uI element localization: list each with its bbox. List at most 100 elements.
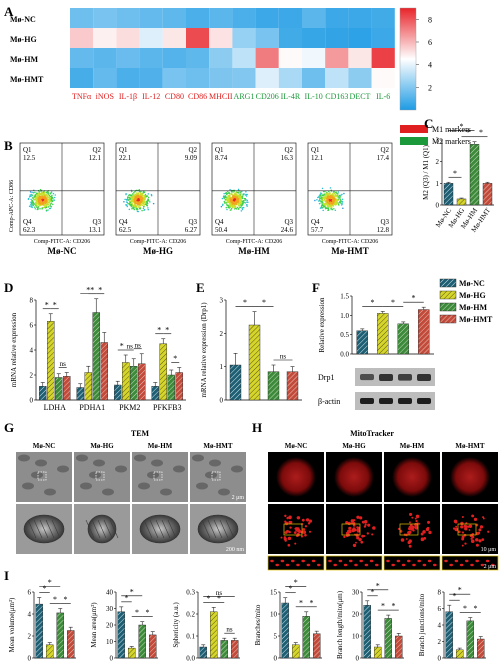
flow-event [338, 197, 340, 199]
flow-event [133, 199, 136, 202]
flow-event [37, 206, 40, 208]
flow-event [329, 205, 332, 208]
q2-value: 12.1 [89, 154, 102, 162]
flow-event [130, 205, 133, 208]
mito-punctum [295, 528, 299, 532]
bar [220, 640, 228, 659]
flow-event [340, 194, 342, 197]
flow-event [323, 197, 325, 199]
cristae [149, 519, 159, 539]
heatmap-cell [70, 28, 94, 48]
mito-punctum [359, 516, 363, 520]
colorbar-tick-label: 2 [428, 83, 432, 92]
flow-event [43, 193, 46, 196]
mito-punctum [415, 514, 420, 519]
heatmap-cell [93, 68, 117, 88]
q4-value: 62.5 [119, 226, 132, 234]
blot-label-actin: β-actin [318, 397, 340, 406]
flow-event [132, 193, 135, 195]
flow-event [229, 198, 231, 200]
flow-event [132, 207, 135, 210]
flow-event [227, 201, 229, 204]
heatmap-cell [93, 8, 117, 28]
flow-event [225, 202, 228, 204]
mito-fragment [338, 559, 343, 563]
flow-event [50, 191, 53, 193]
flow-event [130, 202, 132, 204]
flow-event [42, 194, 44, 196]
flow-event [129, 198, 131, 201]
tem-texture [80, 482, 92, 490]
q1-label: Q1 [119, 146, 128, 154]
heatmap-cell [371, 48, 395, 68]
mito-punctum [363, 519, 368, 524]
mito-punctum [287, 536, 292, 541]
q3-label: Q3 [380, 218, 389, 226]
sig-label: * [391, 298, 395, 307]
sig-label: * [53, 300, 57, 309]
flow-event [332, 204, 334, 207]
flow-event [39, 208, 41, 210]
mito-fragment [311, 559, 316, 563]
y-tick-label: 8 [30, 297, 34, 305]
flow-event [42, 201, 44, 203]
flow-event [128, 194, 130, 196]
flow-event [126, 198, 128, 201]
flow-event [137, 198, 140, 200]
sig-label: * [146, 608, 150, 617]
mito-punctum [414, 517, 417, 520]
flow-plot-title: Mø-HM [238, 246, 270, 256]
y-tick-label: 8 [438, 589, 442, 597]
flow-event [226, 204, 228, 207]
flow-event [221, 204, 224, 206]
mito-punctum [361, 534, 365, 538]
cristae [201, 519, 211, 539]
heatmap-cell [116, 8, 140, 28]
flow-event [318, 202, 321, 205]
flow-event [321, 200, 323, 203]
flow-event [49, 200, 51, 203]
tem-roi-box [153, 471, 163, 481]
mitotracker-images: 10 μm 2 μm [267, 452, 499, 571]
q2-value: 9.09 [185, 154, 198, 162]
flow-event [316, 198, 318, 201]
m2-legend-label: M2 markers [432, 137, 471, 146]
y-tick-label: 0 [220, 397, 224, 405]
flow-event [321, 187, 324, 190]
panel-d: D 0 2 4 6 8 mRNA relative expression LDHA PDHA1… [4, 280, 186, 412]
flow-event [235, 200, 238, 203]
flow-event [31, 205, 33, 207]
flow-event [143, 191, 146, 194]
flow-event [44, 205, 47, 207]
sig-label: * [135, 608, 139, 617]
mito-punctum [464, 542, 467, 545]
flow-event [141, 198, 144, 200]
y-tick-label: 0.3 [186, 589, 195, 597]
flow-event [31, 194, 34, 196]
flow-event [333, 208, 335, 210]
heatmap-cell [186, 48, 210, 68]
flow-event [229, 209, 232, 211]
flow-event [326, 195, 329, 197]
flow-event [229, 196, 231, 198]
q2-label: Q2 [284, 146, 293, 154]
sig-label: ns [135, 341, 142, 349]
flow-event [45, 206, 48, 209]
flow-event [53, 196, 56, 199]
q4-label: Q4 [23, 218, 32, 226]
mito-punctum [287, 543, 291, 547]
tem-texture [192, 454, 204, 462]
flow-event [124, 198, 126, 201]
sig-label: * [381, 602, 385, 611]
q1-label: Q1 [215, 146, 224, 154]
flow-event [35, 202, 38, 205]
sig-label: * [310, 598, 314, 607]
flow-event [36, 195, 38, 198]
mito-punctum [423, 537, 427, 540]
flow-event [50, 206, 53, 208]
mito-fragment [396, 559, 401, 563]
x-tick-label: PDHA1 [79, 403, 105, 412]
flow-event [340, 202, 342, 205]
mito-fragment [485, 559, 490, 563]
sig-label: * [48, 578, 52, 587]
